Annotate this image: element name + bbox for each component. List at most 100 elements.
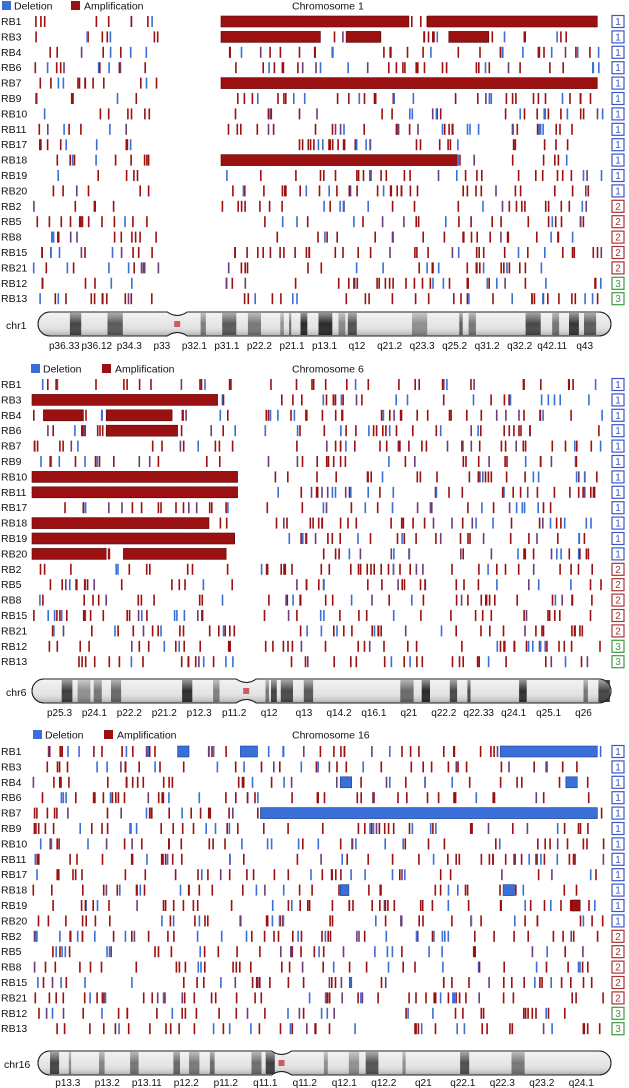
cnv-mark (327, 930, 329, 942)
cnv-mark (524, 262, 527, 274)
cnv-mark (547, 394, 550, 406)
cnv-mark (444, 930, 446, 942)
cnv-mark (367, 200, 369, 212)
cnv-mark (380, 977, 383, 988)
cnv-mark (482, 533, 485, 544)
cnv-mark (334, 440, 337, 452)
cnv-mark (447, 884, 450, 896)
cnv-mark (547, 610, 549, 621)
cnv-mark (545, 277, 547, 289)
cnv-mark (600, 277, 602, 289)
cnv-mark (133, 262, 135, 274)
cnv-mark (209, 807, 212, 819)
cnv-mark (336, 625, 338, 637)
cnv-mark (527, 930, 529, 942)
cnv-mark (447, 930, 450, 942)
cnv-mark (453, 293, 455, 305)
cnv-mark (336, 231, 338, 243)
cnv-mark (115, 563, 117, 575)
cnv-mark (281, 961, 283, 973)
cnv-segment (220, 154, 458, 166)
cnv-mark (218, 440, 221, 452)
cnv-mark (382, 185, 385, 197)
cnv-mark (300, 930, 303, 942)
cnv-mark (384, 838, 386, 850)
cnv-mark (565, 31, 567, 43)
cnv-mark (235, 1007, 238, 1019)
cnv-mark (571, 185, 574, 197)
cnv-mark (307, 139, 310, 151)
cnv-mark (296, 579, 298, 591)
cnv-mark (505, 656, 507, 668)
cnv-mark (468, 293, 470, 305)
cnv-mark (579, 93, 582, 104)
cnv-mark (71, 154, 74, 166)
cnv-mark (225, 277, 228, 289)
sample-label: RB8 (1, 962, 22, 974)
cnv-mark (491, 31, 494, 43)
cnv-mark (510, 517, 513, 529)
cnv-mark (53, 610, 56, 621)
sample-label: RB20 (1, 185, 27, 197)
cnv-mark (526, 486, 529, 498)
cnv-mark (451, 563, 453, 575)
cnv-mark (131, 640, 133, 652)
cnv-mark (538, 517, 541, 529)
cnv-mark (42, 977, 45, 988)
cnv-mark (412, 517, 414, 529)
cnv-mark (321, 486, 323, 498)
cnv-mark (575, 884, 578, 896)
cnv-mark (302, 533, 304, 544)
cnv-mark (131, 231, 133, 243)
cnv-mark (62, 77, 65, 89)
cnv-mark (439, 533, 442, 544)
cnv-mark (355, 139, 358, 151)
cnv-mark (352, 900, 354, 911)
cnv-mark (373, 93, 376, 104)
cnv-mark (457, 139, 459, 151)
cnv-mark (414, 456, 416, 467)
cnv-mark (279, 761, 281, 773)
cnv-mark (391, 231, 394, 243)
cnv-mark (600, 170, 603, 181)
cnv-mark (488, 93, 491, 104)
cnv-mark (514, 853, 516, 865)
cnv-mark (281, 185, 284, 197)
cnv-mark (184, 579, 186, 591)
sample-label: RB21 (1, 992, 27, 1004)
cnv-mark (430, 761, 433, 773)
cnv-mark (117, 1007, 120, 1019)
cnv-mark (537, 471, 540, 483)
group-box (611, 76, 625, 90)
band-label: p13.11 (132, 1078, 162, 1088)
cnv-mark (571, 594, 573, 606)
cnv-mark (322, 502, 325, 514)
cnv-mark (357, 247, 359, 258)
cnv-mark (339, 200, 341, 212)
cnv-mark (408, 440, 410, 452)
cnv-mark (396, 123, 398, 135)
cnv-mark (108, 62, 110, 74)
cnv-mark (92, 900, 94, 911)
cnv-mark (414, 1023, 416, 1035)
cnv-mark (243, 93, 246, 104)
cnv-mark (427, 838, 430, 850)
cnv-mark (81, 930, 84, 942)
cnv-mark (557, 231, 559, 243)
cnv-mark (137, 594, 140, 606)
cnv-mark (470, 379, 472, 390)
cnv-mark (246, 792, 249, 804)
cnv-mark (462, 1007, 464, 1019)
cnv-mark (336, 185, 338, 197)
cnv-mark (420, 1023, 423, 1035)
cnv-mark (496, 563, 498, 575)
cnv-mark (198, 884, 201, 896)
cnv-mark (365, 139, 367, 151)
cnv-mark (301, 502, 304, 514)
cnv-mark (48, 640, 51, 652)
cnv-mark (368, 425, 370, 437)
sample-label: RB3 (1, 761, 22, 773)
cnv-mark (65, 792, 67, 804)
cnv-mark (43, 16, 46, 27)
cnv-mark (567, 961, 569, 973)
